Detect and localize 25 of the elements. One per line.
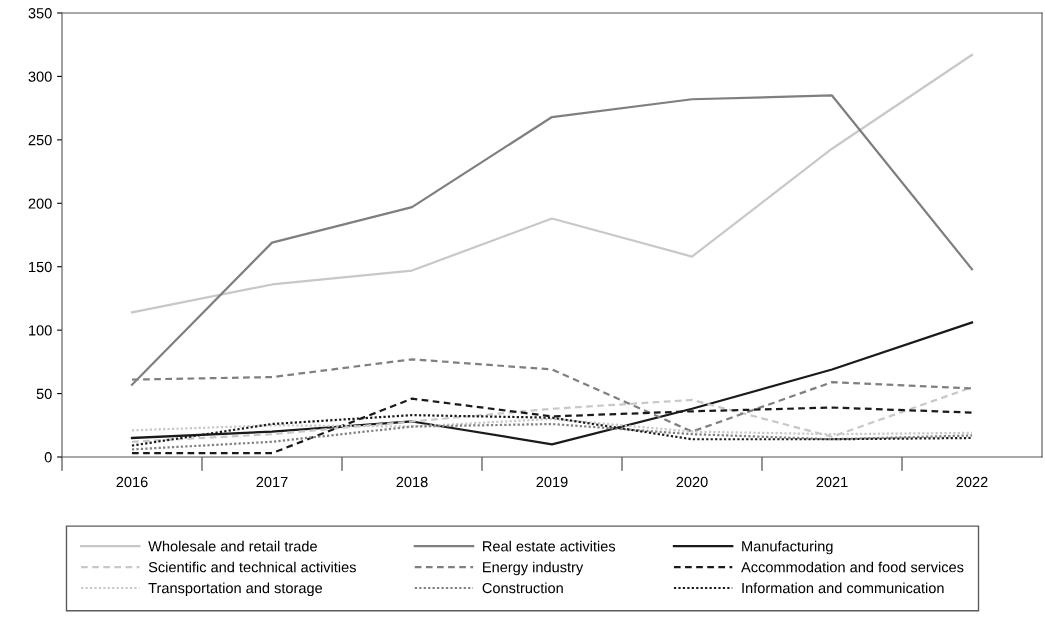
- x-tick-label: 2018: [396, 476, 428, 488]
- x-tick-label: 2020: [676, 476, 708, 488]
- x-tick-label: 2022: [956, 476, 988, 488]
- x-tick-label: 2019: [536, 476, 568, 488]
- y-tick-label: 300: [28, 71, 52, 82]
- y-tick-label: 200: [28, 198, 52, 209]
- y-tick-label: 0: [44, 452, 52, 463]
- legend-label: Construction: [482, 582, 563, 594]
- legend-label: Manufacturing: [742, 540, 833, 555]
- y-tick-label: 350: [28, 8, 52, 19]
- legend-label: Accommodation and food services: [741, 561, 964, 573]
- y-tick-label: 150: [29, 261, 52, 273]
- line-series: [130, 53, 974, 314]
- legend-label: Energy industry: [483, 561, 584, 576]
- legend-label: Information and communication: [742, 582, 944, 594]
- y-tick-label: 250: [28, 134, 52, 146]
- legend-label: Real estate activities: [483, 540, 616, 552]
- legend-label: Transportation and storage: [148, 582, 323, 597]
- x-tick-label: 2016: [116, 476, 148, 488]
- x-tick-label: 2021: [816, 476, 848, 488]
- y-tick-label: 100: [29, 325, 52, 336]
- y-tick-label: 50: [36, 388, 52, 399]
- x-tick-label: 2017: [256, 476, 288, 488]
- legend-label: Wholesale and retail trade: [148, 540, 317, 552]
- legend-label: Scientific and technical activities: [148, 561, 356, 573]
